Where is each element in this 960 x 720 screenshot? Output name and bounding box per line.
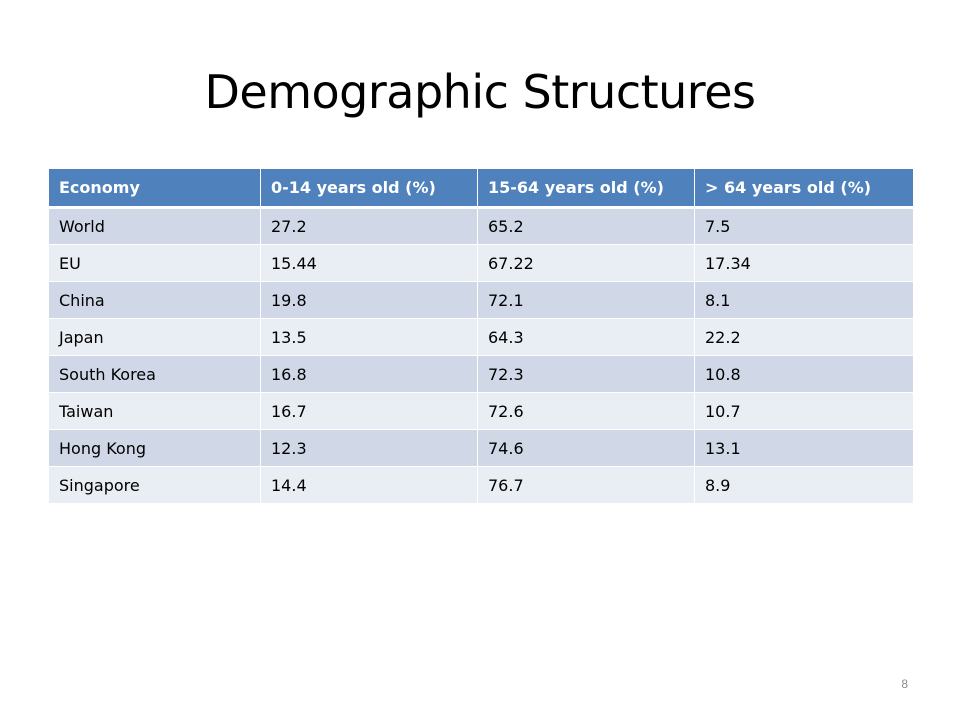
age-0-14-cell: 16.7 (260, 392, 478, 430)
economy-cell: Singapore (48, 466, 261, 504)
age-over-64-cell: 8.1 (694, 281, 914, 319)
economy-cell: China (48, 281, 261, 319)
header-age-over-64: > 64 years old (%) (694, 168, 914, 209)
header-age-0-14: 0-14 years old (%) (260, 168, 478, 209)
table-row: Singapore 14.4 76.7 8.9 (48, 466, 914, 504)
table-row: South Korea 16.8 72.3 10.8 (48, 355, 914, 393)
page-number: 8 (901, 677, 908, 691)
table-row: Hong Kong 12.3 74.6 13.1 (48, 429, 914, 467)
table-row: Taiwan 16.7 72.6 10.7 (48, 392, 914, 430)
age-0-14-cell: 14.4 (260, 466, 478, 504)
age-0-14-cell: 27.2 (260, 207, 478, 245)
age-15-64-cell: 67.22 (477, 244, 695, 282)
economy-cell: Japan (48, 318, 261, 356)
age-15-64-cell: 72.6 (477, 392, 695, 430)
economy-cell: Hong Kong (48, 429, 261, 467)
table-row: Japan 13.5 64.3 22.2 (48, 318, 914, 356)
age-0-14-cell: 19.8 (260, 281, 478, 319)
age-over-64-cell: 13.1 (694, 429, 914, 467)
economy-cell: South Korea (48, 355, 261, 393)
age-15-64-cell: 65.2 (477, 207, 695, 245)
age-15-64-cell: 72.3 (477, 355, 695, 393)
age-15-64-cell: 64.3 (477, 318, 695, 356)
economy-cell: World (48, 207, 261, 245)
age-over-64-cell: 10.7 (694, 392, 914, 430)
table-row: EU 15.44 67.22 17.34 (48, 244, 914, 282)
age-0-14-cell: 15.44 (260, 244, 478, 282)
table-row: China 19.8 72.1 8.1 (48, 281, 914, 319)
economy-cell: Taiwan (48, 392, 261, 430)
table-header-row: Economy 0-14 years old (%) 15-64 years o… (48, 168, 914, 209)
header-age-15-64: 15-64 years old (%) (477, 168, 695, 209)
age-15-64-cell: 72.1 (477, 281, 695, 319)
age-over-64-cell: 8.9 (694, 466, 914, 504)
header-economy: Economy (48, 168, 261, 209)
age-0-14-cell: 16.8 (260, 355, 478, 393)
slide-title: Demographic Structures (204, 65, 756, 119)
age-15-64-cell: 76.7 (477, 466, 695, 504)
demographic-table: Economy 0-14 years old (%) 15-64 years o… (48, 168, 914, 504)
age-over-64-cell: 17.34 (694, 244, 914, 282)
age-over-64-cell: 7.5 (694, 207, 914, 245)
economy-cell: EU (48, 244, 261, 282)
age-over-64-cell: 10.8 (694, 355, 914, 393)
age-0-14-cell: 13.5 (260, 318, 478, 356)
age-0-14-cell: 12.3 (260, 429, 478, 467)
table-row: World 27.2 65.2 7.5 (48, 207, 914, 245)
age-15-64-cell: 74.6 (477, 429, 695, 467)
age-over-64-cell: 22.2 (694, 318, 914, 356)
